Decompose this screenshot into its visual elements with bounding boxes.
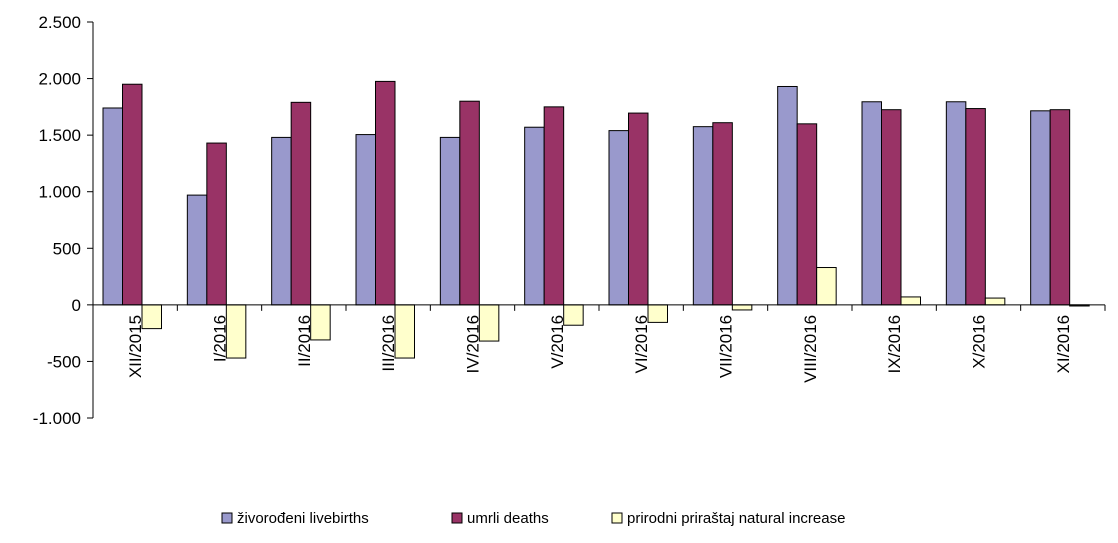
bar-umrli-6 (628, 112, 649, 306)
bar-umrli-9 (881, 109, 902, 306)
bar-umrli-11 (1049, 109, 1071, 306)
y-axis: 2.500 2.000 1.500 1.000 500 0 -500 -1.000 (33, 13, 94, 428)
bars (102, 80, 1090, 359)
bar-zivorodeni-2 (271, 136, 292, 306)
x-tick-label: VII/2016 (717, 315, 736, 378)
bar-zivorodeni-6 (608, 130, 629, 306)
y-tick-label: -1.000 (33, 409, 81, 428)
bar-prirodni-7 (731, 304, 753, 311)
y-tick-label: -500 (47, 352, 81, 371)
legend-label: živorođeni livebirths (237, 510, 369, 527)
bar-prirodni-8 (816, 267, 837, 306)
legend-label: prirodni priraštaj natural increase (627, 510, 845, 527)
x-tick-label: I/2016 (211, 315, 230, 362)
bar-umrli-10 (965, 108, 986, 306)
y-tick-label: 0 (72, 296, 81, 315)
bar-zivorodeni-4 (439, 136, 461, 306)
bar-umrli-2 (290, 101, 312, 306)
x-tick-label: VIII/2016 (801, 315, 820, 383)
bar-zivorodeni-10 (945, 101, 967, 306)
x-axis: XII/2015 I/2016 II/2016 III/2016 IV/2016 V/20… (92, 304, 1106, 383)
x-tick-label: IX/2016 (885, 315, 904, 374)
legend-swatch (221, 512, 233, 524)
y-tick-label: 2.500 (38, 13, 81, 32)
bar-zivorodeni-8 (777, 85, 798, 306)
x-tick-label: VI/2016 (632, 315, 651, 374)
legend-swatch (451, 512, 463, 524)
bar-zivorodeni-9 (861, 101, 882, 306)
bar-umrli-8 (796, 123, 818, 306)
y-tick-label: 500 (53, 239, 81, 258)
bar-prirodni-9 (900, 296, 921, 306)
bar-zivorodeni-5 (524, 126, 545, 306)
bar-umrli-7 (712, 122, 733, 306)
y-tick-label: 2.000 (38, 70, 81, 89)
bar-zivorodeni-11 (1030, 110, 1051, 306)
x-tick-label: II/2016 (295, 315, 314, 367)
x-tick-label: XII/2015 (126, 315, 145, 378)
bar-umrli-4 (459, 100, 480, 306)
y-tick-label: 1.000 (38, 183, 81, 202)
bar-umrli-1 (206, 142, 227, 306)
x-tick-label: X/2016 (970, 315, 989, 369)
bar-umrli-3 (375, 80, 396, 306)
legend: živorođeni livebirths umrli deaths prirodn… (221, 510, 845, 527)
x-tick-label: IV/2016 (464, 315, 483, 374)
bar-umrli-0 (122, 83, 143, 306)
legend-label: umrli deaths (467, 510, 549, 527)
bar-zivorodeni-0 (102, 107, 123, 306)
x-tick-label: V/2016 (548, 315, 567, 369)
x-tick-label: III/2016 (379, 315, 398, 372)
bar-zivorodeni-7 (692, 126, 714, 306)
bar-zivorodeni-1 (186, 194, 208, 306)
bar-prirodni-10 (984, 297, 1006, 306)
y-tick-label: 1.500 (38, 126, 81, 145)
bar-umrli-5 (543, 106, 565, 306)
x-tick-label: XI/2016 (1054, 315, 1073, 374)
bar-zivorodeni-3 (355, 134, 376, 306)
legend-swatch (611, 512, 623, 524)
